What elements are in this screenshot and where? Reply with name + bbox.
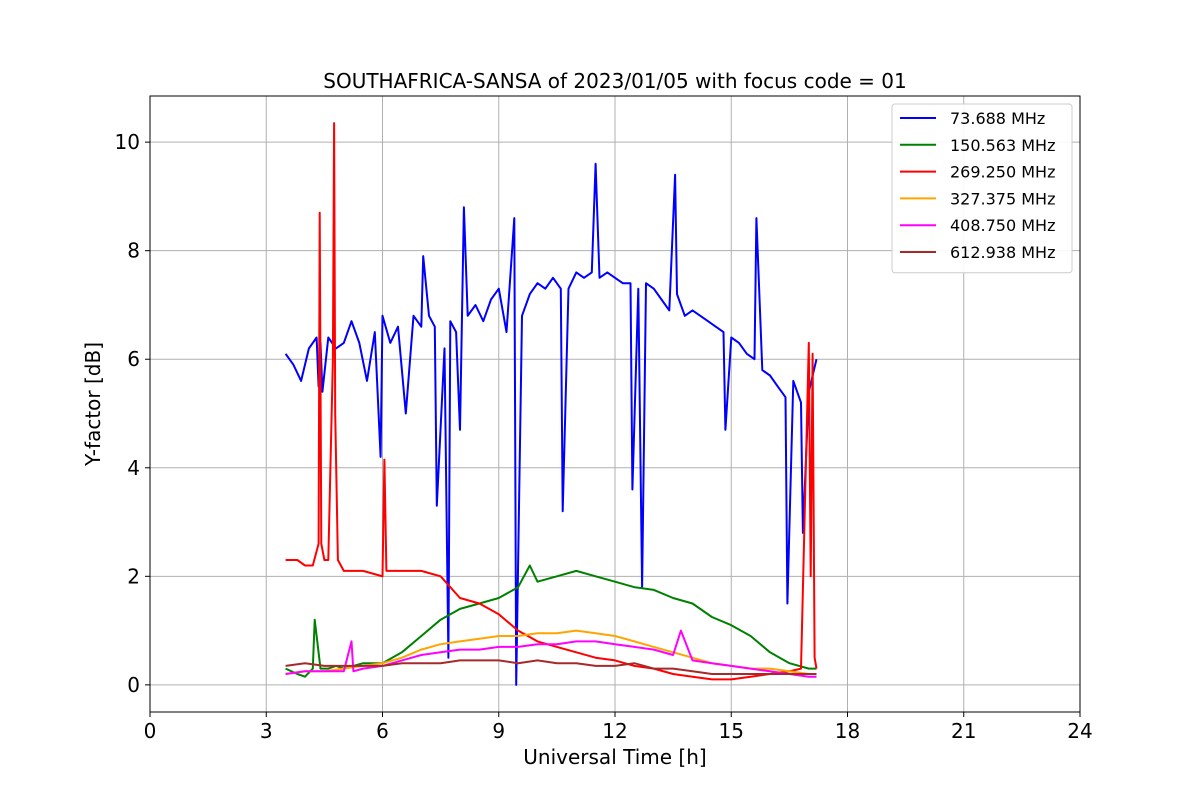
y-tick-label: 6 <box>127 347 140 371</box>
legend-label: 150.563 MHz <box>950 136 1055 155</box>
x-tick-label: 6 <box>376 719 389 743</box>
y-tick-label: 0 <box>127 673 140 697</box>
y-axis-label: Y-factor [dB] <box>81 342 105 467</box>
x-tick-label: 24 <box>1067 719 1092 743</box>
y-tick-label: 2 <box>127 564 140 588</box>
series-line-4 <box>285 629 817 678</box>
x-tick-label: 12 <box>602 719 627 743</box>
legend-label: 408.750 MHz <box>950 216 1055 235</box>
x-axis-label: Universal Time [h] <box>523 745 706 769</box>
series-line-1 <box>285 564 817 678</box>
x-tick-label: 9 <box>492 719 505 743</box>
chart-title: SOUTHAFRICA-SANSA of 2023/01/05 with foc… <box>323 69 907 93</box>
series-line-5 <box>285 659 817 675</box>
legend-label: 73.688 MHz <box>950 109 1045 128</box>
legend-label: 327.375 MHz <box>950 189 1055 208</box>
legend-label: 612.938 MHz <box>950 243 1055 262</box>
legend: 73.688 MHz 150.563 MHz 269.250 MHz 327.375 … <box>891 103 1073 274</box>
x-tick-label: 0 <box>144 719 157 743</box>
series-group <box>284 122 818 686</box>
x-axis: 0 3 6 9 12 15 18 21 24 <box>144 712 1093 743</box>
x-tick-label: 15 <box>719 719 744 743</box>
legend-box <box>891 103 1073 274</box>
x-tick-label: 21 <box>951 719 976 743</box>
y-tick-label: 8 <box>127 239 140 263</box>
x-tick-label: 3 <box>260 719 273 743</box>
series-line-0 <box>284 162 818 686</box>
x-tick-label: 18 <box>835 719 860 743</box>
y-axis: 0 2 4 6 8 10 <box>115 130 150 697</box>
y-tick-label: 4 <box>127 456 140 480</box>
legend-label: 269.250 MHz <box>950 163 1055 182</box>
y-tick-label: 10 <box>115 130 140 154</box>
